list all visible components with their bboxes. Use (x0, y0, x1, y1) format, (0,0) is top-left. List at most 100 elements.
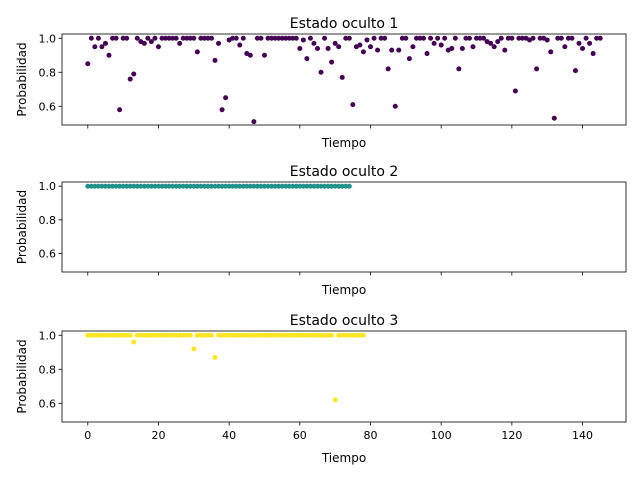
data-point (332, 183, 338, 189)
data-point (134, 183, 140, 189)
data-point (286, 183, 292, 189)
data-point (166, 35, 172, 41)
data-points (85, 183, 352, 189)
y-axis-label: Probabilidad (15, 339, 29, 413)
data-point (102, 40, 108, 46)
x-tick-label: 40 (222, 429, 236, 442)
data-point (286, 332, 292, 338)
data-point (329, 183, 335, 189)
data-point (170, 183, 176, 189)
data-point (247, 332, 253, 338)
x-axis-label: Tiempo (321, 283, 366, 297)
data-point (219, 183, 225, 189)
data-point (99, 332, 105, 338)
data-point (85, 332, 91, 338)
data-point (201, 183, 207, 189)
data-point (360, 49, 366, 55)
data-point (283, 332, 289, 338)
data-point (360, 332, 366, 338)
data-point (368, 44, 373, 50)
data-point (399, 35, 405, 41)
data-point (286, 35, 292, 41)
data-point (537, 35, 543, 41)
data-point (555, 35, 561, 41)
data-point (110, 332, 116, 338)
data-point (233, 332, 239, 338)
data-point (311, 40, 317, 46)
data-point (456, 66, 462, 72)
data-point (336, 44, 342, 50)
data-point (481, 35, 487, 41)
data-point (88, 183, 94, 189)
data-point (254, 35, 260, 41)
data-point (92, 44, 98, 50)
data-point (283, 35, 289, 41)
data-point (435, 35, 441, 41)
data-point (198, 35, 204, 41)
data-point (272, 183, 278, 189)
data-point (163, 183, 169, 189)
data-point (315, 45, 320, 51)
data-point (184, 35, 190, 41)
data-point (92, 183, 98, 189)
data-point (106, 52, 112, 58)
data-point (329, 332, 335, 338)
data-point (166, 332, 172, 338)
data-point (495, 39, 501, 45)
data-point (283, 183, 289, 189)
data-point (99, 44, 105, 50)
data-point (410, 44, 416, 50)
data-point (208, 35, 214, 41)
data-point (187, 183, 193, 189)
data-point (272, 332, 278, 338)
data-point (173, 35, 179, 41)
data-point (251, 119, 257, 125)
data-point (544, 37, 550, 43)
data-point (325, 183, 331, 189)
data-point (113, 183, 119, 189)
data-point (247, 52, 253, 58)
data-point (272, 35, 278, 41)
data-point (269, 183, 275, 189)
data-point (244, 332, 250, 338)
data-point (180, 183, 186, 189)
data-point (177, 183, 183, 189)
data-point (155, 44, 161, 50)
data-point (459, 45, 465, 51)
subplot-3: Estado oculto 3 0.6 0.8 1.0 0 20 40 60 80 100 120 1… (15, 313, 627, 465)
axes-frame (61, 181, 627, 273)
data-point (216, 40, 222, 46)
data-point (261, 52, 267, 58)
data-point (304, 56, 310, 62)
data-point (191, 35, 197, 41)
subplot-1: Estado oculto 1 0.6 0.8 1.0 Tiempo Probabilid… (15, 16, 627, 150)
data-point (127, 332, 133, 338)
data-point (300, 183, 306, 189)
data-point (134, 35, 140, 41)
data-point (131, 183, 137, 189)
y-axis-label: Probabilidad (15, 190, 29, 264)
x-tick-label: 100 (431, 429, 452, 442)
data-point (516, 35, 522, 41)
data-point (304, 183, 310, 189)
data-point (184, 183, 190, 189)
data-point (163, 332, 169, 338)
data-point (110, 35, 116, 41)
data-point (322, 183, 328, 189)
data-point (131, 339, 137, 345)
data-point (124, 183, 130, 189)
data-point (357, 332, 363, 338)
data-point (590, 51, 596, 57)
data-point (198, 183, 204, 189)
data-point (587, 40, 593, 46)
data-point (148, 332, 154, 338)
data-point (258, 332, 264, 338)
data-point (466, 35, 472, 41)
data-point (170, 35, 176, 41)
data-point (131, 71, 137, 77)
data-point (237, 42, 243, 48)
data-point (279, 35, 285, 41)
data-point (300, 37, 306, 43)
data-point (212, 57, 218, 63)
data-point (307, 332, 313, 338)
